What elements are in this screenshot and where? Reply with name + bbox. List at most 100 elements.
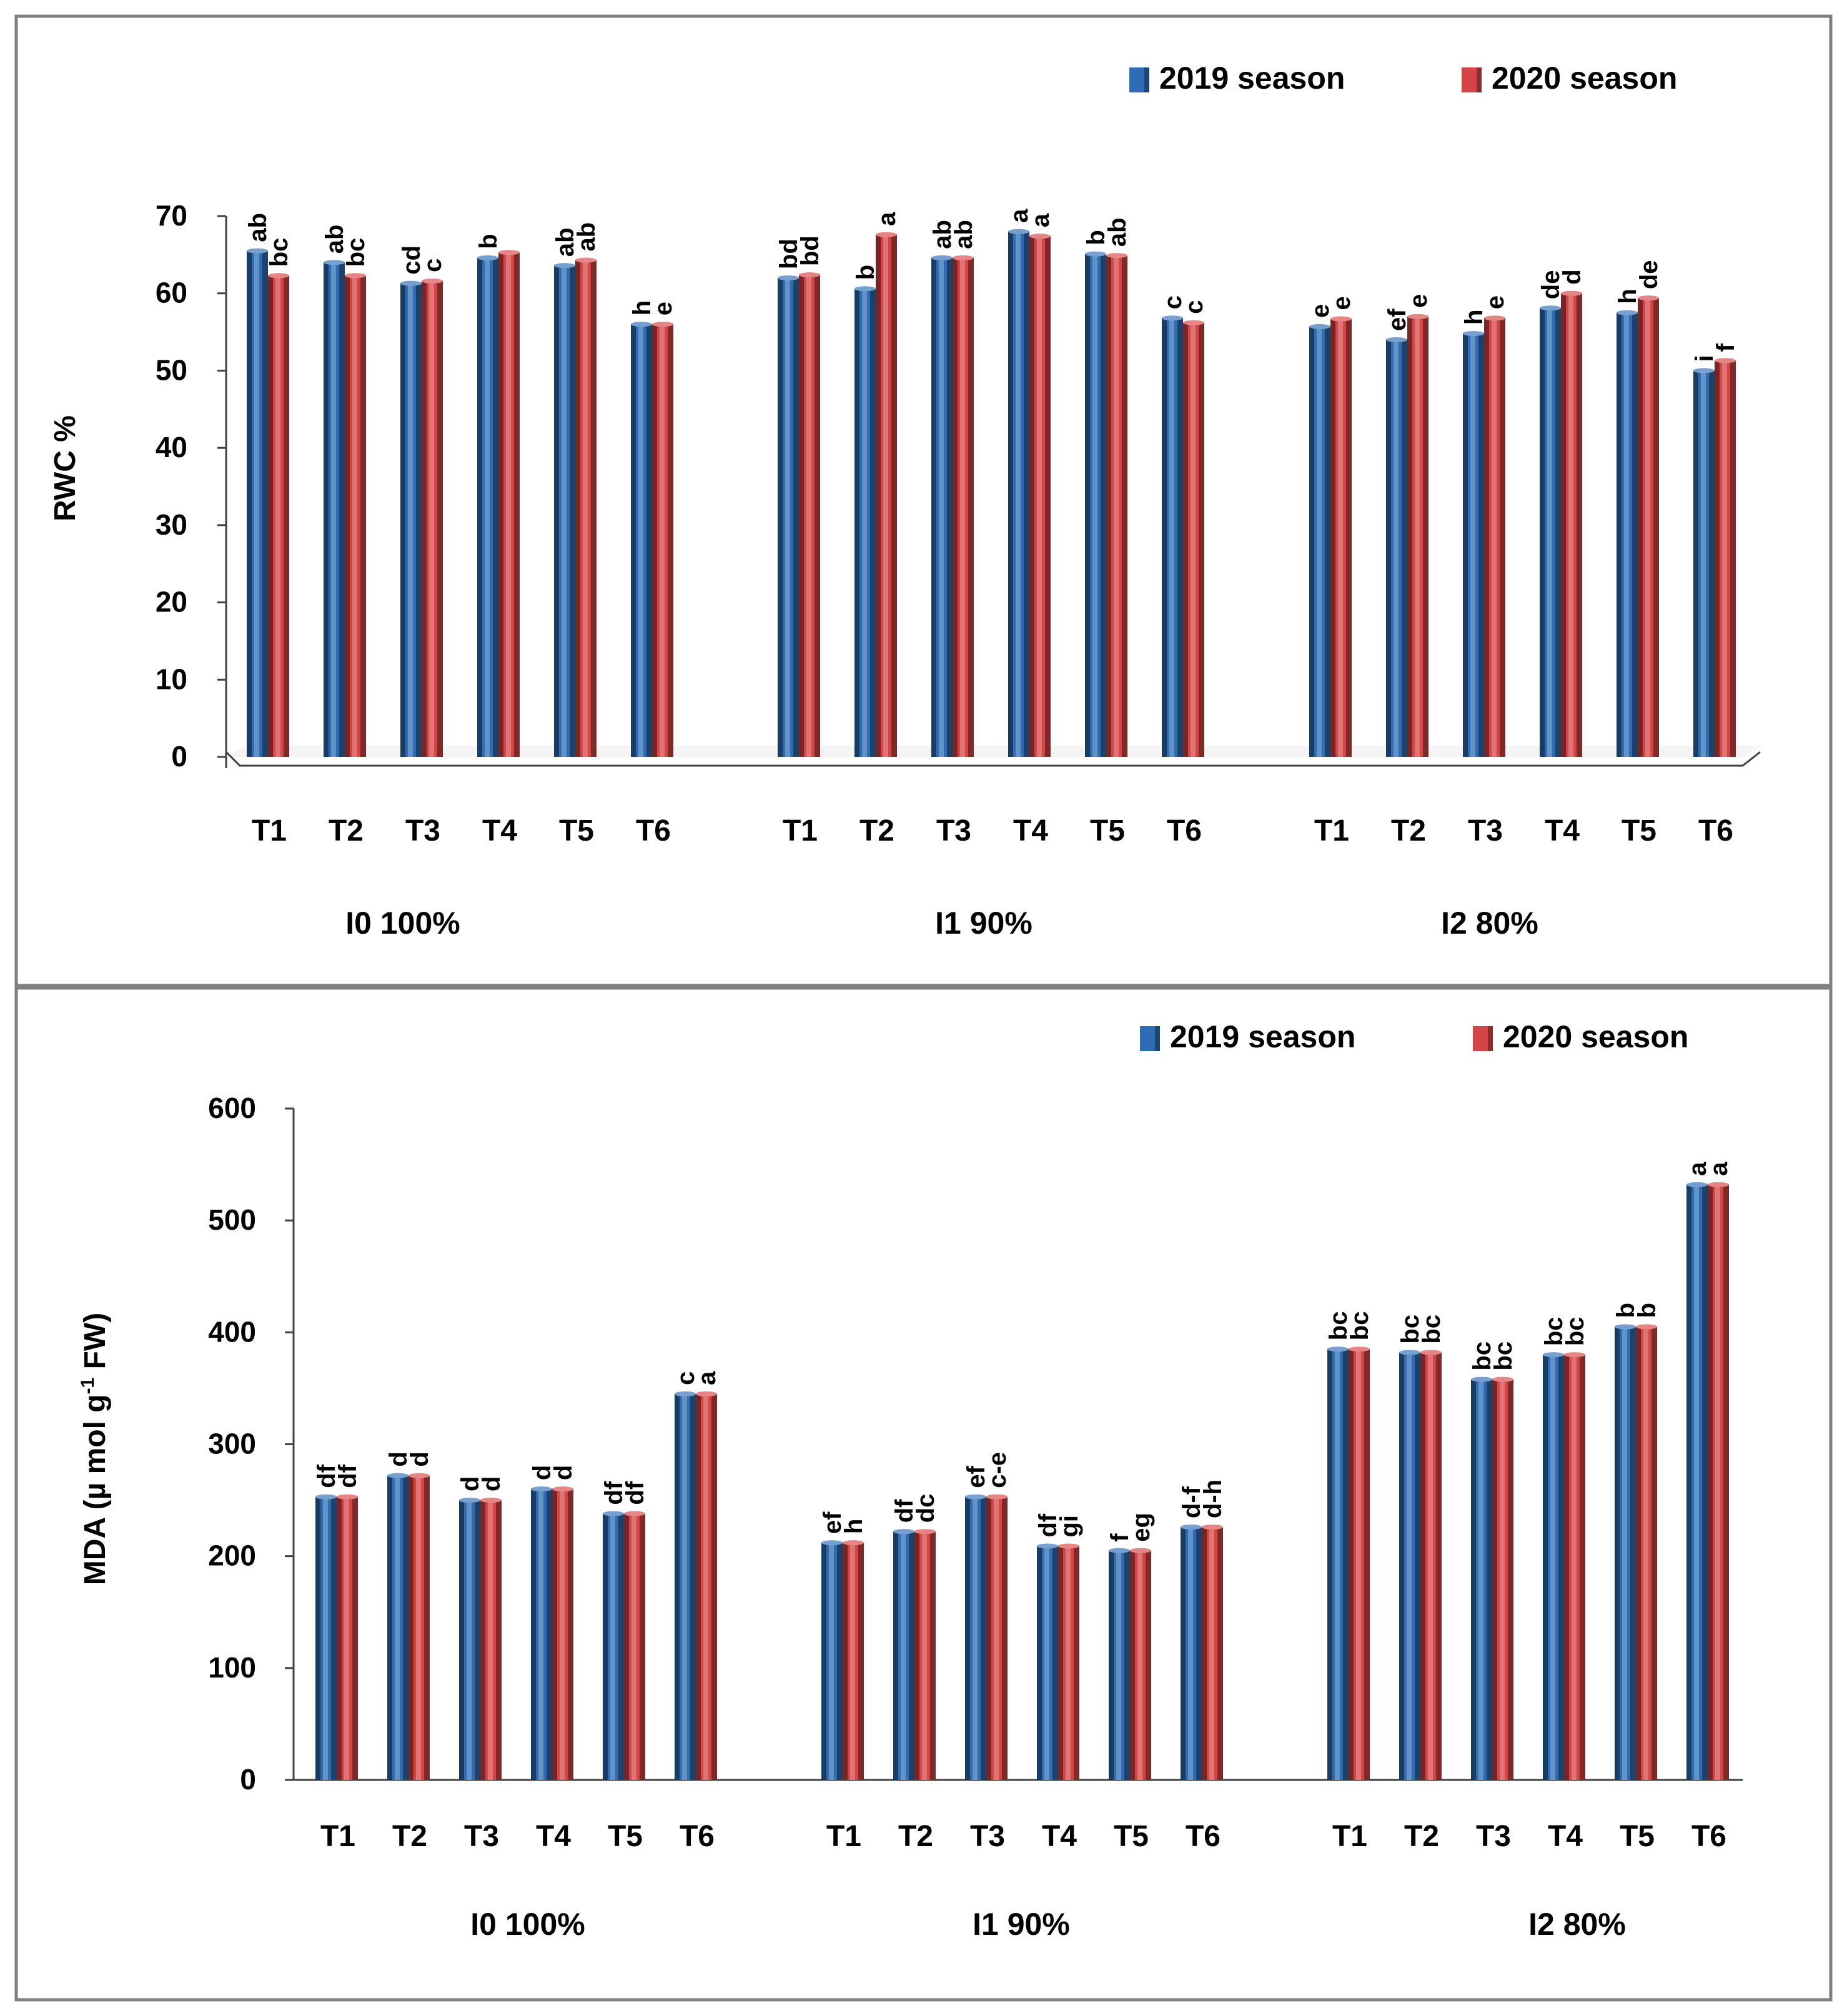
rwc-x-tick-label: T4 bbox=[482, 814, 517, 847]
bar-highlight bbox=[939, 257, 944, 757]
mda-significance-letter: dc bbox=[912, 1494, 939, 1523]
mda-significance-letter: df bbox=[313, 1464, 340, 1488]
bar-top bbox=[1386, 337, 1407, 342]
bar-top bbox=[799, 272, 820, 278]
mda-bar-2020 bbox=[1130, 1548, 1151, 1780]
bar-edge-right bbox=[568, 1489, 573, 1780]
bar-edge-left bbox=[1561, 293, 1566, 757]
bar-edge-left bbox=[624, 1513, 629, 1780]
mda-bar-2020 bbox=[1349, 1346, 1370, 1780]
bar-edge-right bbox=[837, 1543, 843, 1780]
rwc-bar-2019 bbox=[1463, 331, 1484, 757]
bar-highlight bbox=[631, 1513, 636, 1780]
mda-bar-2020 bbox=[914, 1529, 936, 1780]
mda-legend-label-2019: 2019 season bbox=[1170, 1019, 1355, 1054]
bar-edge-left bbox=[1162, 318, 1167, 757]
rwc-y-tick-label: 70 bbox=[156, 199, 187, 232]
bar-top bbox=[1029, 234, 1051, 239]
bar-highlight bbox=[1722, 360, 1727, 757]
rwc-bar-2019 bbox=[1540, 305, 1561, 758]
mda-bar-2019 bbox=[1471, 1376, 1492, 1780]
bar-edge-left bbox=[1130, 1550, 1135, 1780]
bar-edge-right bbox=[1723, 1184, 1729, 1780]
bar-edge-left bbox=[1471, 1379, 1476, 1780]
mda-bar-2020 bbox=[1420, 1350, 1442, 1780]
bar-edge-right bbox=[339, 262, 345, 757]
mda-significance-letter: a bbox=[1684, 1162, 1711, 1176]
rwc-bar-2019 bbox=[400, 280, 422, 757]
bar-top bbox=[675, 1391, 696, 1396]
bar-edge-right bbox=[690, 1393, 696, 1780]
bar-edge-left bbox=[1037, 1546, 1042, 1780]
bar-top bbox=[931, 255, 953, 260]
rwc-x-tick-label: T3 bbox=[405, 814, 440, 847]
bar-edge-right bbox=[1730, 360, 1736, 757]
mda-x-tick-label: T4 bbox=[1042, 1820, 1077, 1853]
rwc-significance-letter: h bbox=[1460, 310, 1488, 325]
bar-edge-left bbox=[965, 1496, 970, 1780]
bar-edge-right bbox=[1196, 1527, 1202, 1780]
bar-edge-right bbox=[496, 1500, 502, 1780]
bar-highlight bbox=[467, 1500, 472, 1780]
rwc-x-axis bbox=[225, 751, 1761, 767]
bar-highlight bbox=[1114, 255, 1119, 757]
mda-significance-letter: f bbox=[1106, 1533, 1134, 1542]
bar-highlight bbox=[1572, 1355, 1577, 1780]
rwc-bar-2019 bbox=[477, 255, 498, 757]
bar-highlight bbox=[1492, 318, 1497, 757]
bar-highlight bbox=[785, 277, 790, 757]
rwc-significance-letter: c bbox=[1181, 300, 1208, 314]
bar-highlight bbox=[1694, 1184, 1699, 1780]
bar-edge-right bbox=[793, 277, 799, 757]
rwc-y-tick-label: 20 bbox=[156, 586, 187, 618]
rwc-significance-letter: a bbox=[1027, 213, 1054, 227]
bar-highlight bbox=[1338, 319, 1343, 757]
rwc-significance-letter: bd bbox=[796, 235, 824, 266]
mda-y-axis-title-end: FW) bbox=[79, 1313, 112, 1378]
mda-y-axis-title: MDA (µ mol g-1 FW) bbox=[77, 1313, 112, 1585]
mda-y-tick-label: 500 bbox=[208, 1203, 256, 1236]
rwc-significance-letter: b bbox=[852, 265, 879, 280]
bar-edge-right bbox=[1630, 1327, 1636, 1780]
bar-edge-left bbox=[1399, 1352, 1404, 1780]
bar-edge-left bbox=[400, 283, 405, 757]
mda-y-axis-title-sup: -1 bbox=[77, 1378, 98, 1395]
bar-edge-right bbox=[909, 1531, 914, 1780]
bar-highlight bbox=[806, 275, 811, 758]
rwc-bar-2020 bbox=[1407, 314, 1429, 757]
bar-highlight bbox=[1116, 1550, 1121, 1780]
bar-top bbox=[1109, 1548, 1130, 1553]
rwc-significance-letter: h bbox=[628, 300, 656, 315]
rwc-y-tick-label: 10 bbox=[156, 663, 187, 695]
bar-edge-left bbox=[603, 1513, 608, 1780]
mda-significance-letter: bc bbox=[1468, 1342, 1496, 1371]
rwc-significance-letter: bd bbox=[775, 239, 803, 269]
bar-edge-left bbox=[821, 1543, 826, 1780]
bar-edge-left bbox=[696, 1393, 701, 1780]
mda-significance-letter: bc bbox=[1397, 1315, 1424, 1344]
bar-highlight bbox=[254, 250, 259, 758]
bar-top bbox=[1471, 1376, 1492, 1382]
rwc-significance-letter: e bbox=[1328, 296, 1355, 310]
bar-edge-left bbox=[893, 1531, 898, 1780]
bar-edge-right bbox=[1423, 316, 1429, 757]
bar-top bbox=[603, 1511, 624, 1516]
rwc-bar-2019 bbox=[631, 322, 652, 757]
rwc-group-label: I2 80% bbox=[1441, 906, 1538, 941]
mda-significance-letter: d-h bbox=[1199, 1480, 1227, 1518]
mda-bar-2019 bbox=[675, 1391, 696, 1780]
bar-edge-left bbox=[387, 1475, 392, 1780]
mda-significance-letter: d bbox=[528, 1465, 556, 1480]
bar-highlight bbox=[1428, 1352, 1433, 1780]
bar-edge-right bbox=[1364, 1349, 1370, 1780]
bar-top bbox=[652, 322, 673, 327]
rwc-significance-letter: ab bbox=[321, 225, 349, 254]
bar-highlight bbox=[660, 324, 665, 757]
rwc-y-tick-label: 60 bbox=[156, 277, 187, 309]
mda-y-tick-label: 400 bbox=[208, 1315, 256, 1348]
bar-edge-right bbox=[1024, 231, 1029, 757]
rwc-bar-2020 bbox=[345, 273, 366, 757]
bar-highlight bbox=[1016, 231, 1021, 757]
bar-highlight bbox=[395, 1475, 400, 1780]
